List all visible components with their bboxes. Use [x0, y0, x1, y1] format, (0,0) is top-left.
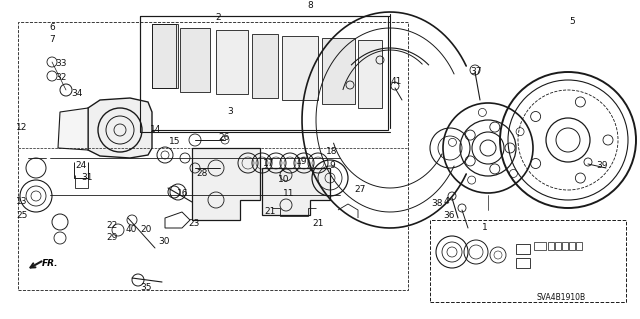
Text: 36: 36 [444, 211, 455, 220]
Text: 38: 38 [431, 199, 443, 209]
Polygon shape [88, 98, 152, 158]
Text: 32: 32 [55, 73, 67, 83]
Text: 29: 29 [106, 234, 118, 242]
Text: 21: 21 [312, 219, 324, 228]
Text: 23: 23 [188, 219, 200, 228]
Bar [534, 242, 546, 250]
Text: 27: 27 [355, 186, 365, 195]
Text: 4: 4 [443, 197, 449, 206]
Text: 11: 11 [284, 189, 295, 197]
Text: 21: 21 [264, 207, 276, 217]
Text: 33: 33 [55, 60, 67, 69]
Text: 18: 18 [326, 147, 338, 157]
Polygon shape [152, 24, 178, 88]
Text: 40: 40 [125, 226, 137, 234]
Text: 5: 5 [569, 18, 575, 26]
Text: 7: 7 [49, 35, 55, 44]
Bar [576, 242, 582, 250]
Polygon shape [192, 148, 260, 220]
Bar [18, 22, 408, 290]
Polygon shape [322, 38, 355, 104]
Polygon shape [252, 34, 278, 98]
Text: 31: 31 [81, 173, 93, 182]
Text: 16: 16 [177, 189, 189, 198]
Text: 1: 1 [482, 224, 488, 233]
Text: 35: 35 [140, 284, 152, 293]
Polygon shape [262, 168, 330, 215]
Text: 26: 26 [218, 133, 230, 143]
Text: 12: 12 [16, 122, 28, 131]
Text: 34: 34 [71, 90, 83, 99]
Text: 37: 37 [470, 68, 482, 77]
Text: 3: 3 [227, 108, 233, 116]
Text: SVA4B1910B: SVA4B1910B [536, 293, 586, 301]
Polygon shape [58, 108, 88, 150]
Bar [516, 258, 530, 268]
Polygon shape [358, 40, 382, 108]
Bar [516, 244, 530, 254]
Bar [562, 242, 568, 250]
Text: 14: 14 [150, 125, 162, 135]
Text: 22: 22 [106, 221, 118, 231]
Bar [548, 242, 554, 250]
Bar [555, 242, 561, 250]
Text: 25: 25 [16, 211, 28, 220]
Text: 15: 15 [169, 137, 180, 146]
Polygon shape [282, 36, 318, 100]
Text: 39: 39 [596, 161, 608, 170]
Text: FR.: FR. [42, 258, 58, 268]
Text: 17: 17 [263, 160, 275, 168]
Polygon shape [216, 30, 248, 94]
Text: 8: 8 [307, 2, 313, 11]
Text: 9: 9 [329, 160, 335, 169]
Text: 6: 6 [49, 24, 55, 33]
Bar [569, 242, 575, 250]
Text: 41: 41 [390, 78, 402, 86]
Text: 10: 10 [278, 175, 290, 184]
Text: 19: 19 [296, 158, 308, 167]
Polygon shape [180, 28, 210, 92]
Bar [430, 220, 626, 302]
Text: 30: 30 [158, 238, 170, 247]
Text: 13: 13 [16, 197, 28, 206]
Text: 28: 28 [196, 169, 208, 179]
Text: 2: 2 [215, 13, 221, 23]
Text: 20: 20 [140, 226, 152, 234]
Text: 24: 24 [76, 161, 86, 170]
